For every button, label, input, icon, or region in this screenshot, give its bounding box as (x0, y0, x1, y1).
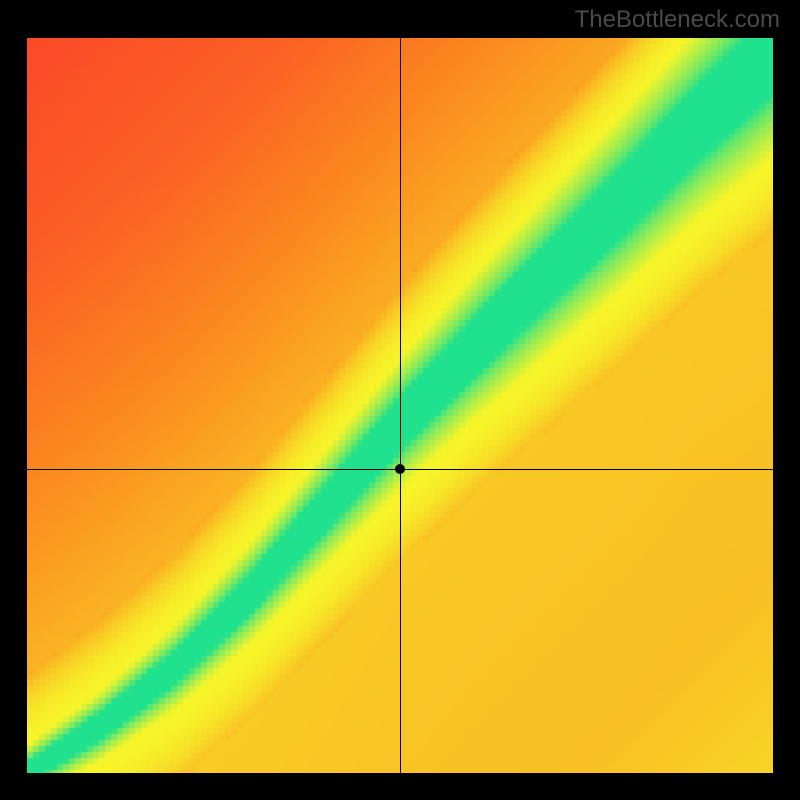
chart-container: TheBottleneck.com (0, 0, 800, 800)
crosshair-vertical (400, 38, 401, 773)
watermark-text: TheBottleneck.com (575, 6, 780, 34)
crosshair-marker (395, 464, 405, 474)
plot-area (27, 38, 773, 773)
